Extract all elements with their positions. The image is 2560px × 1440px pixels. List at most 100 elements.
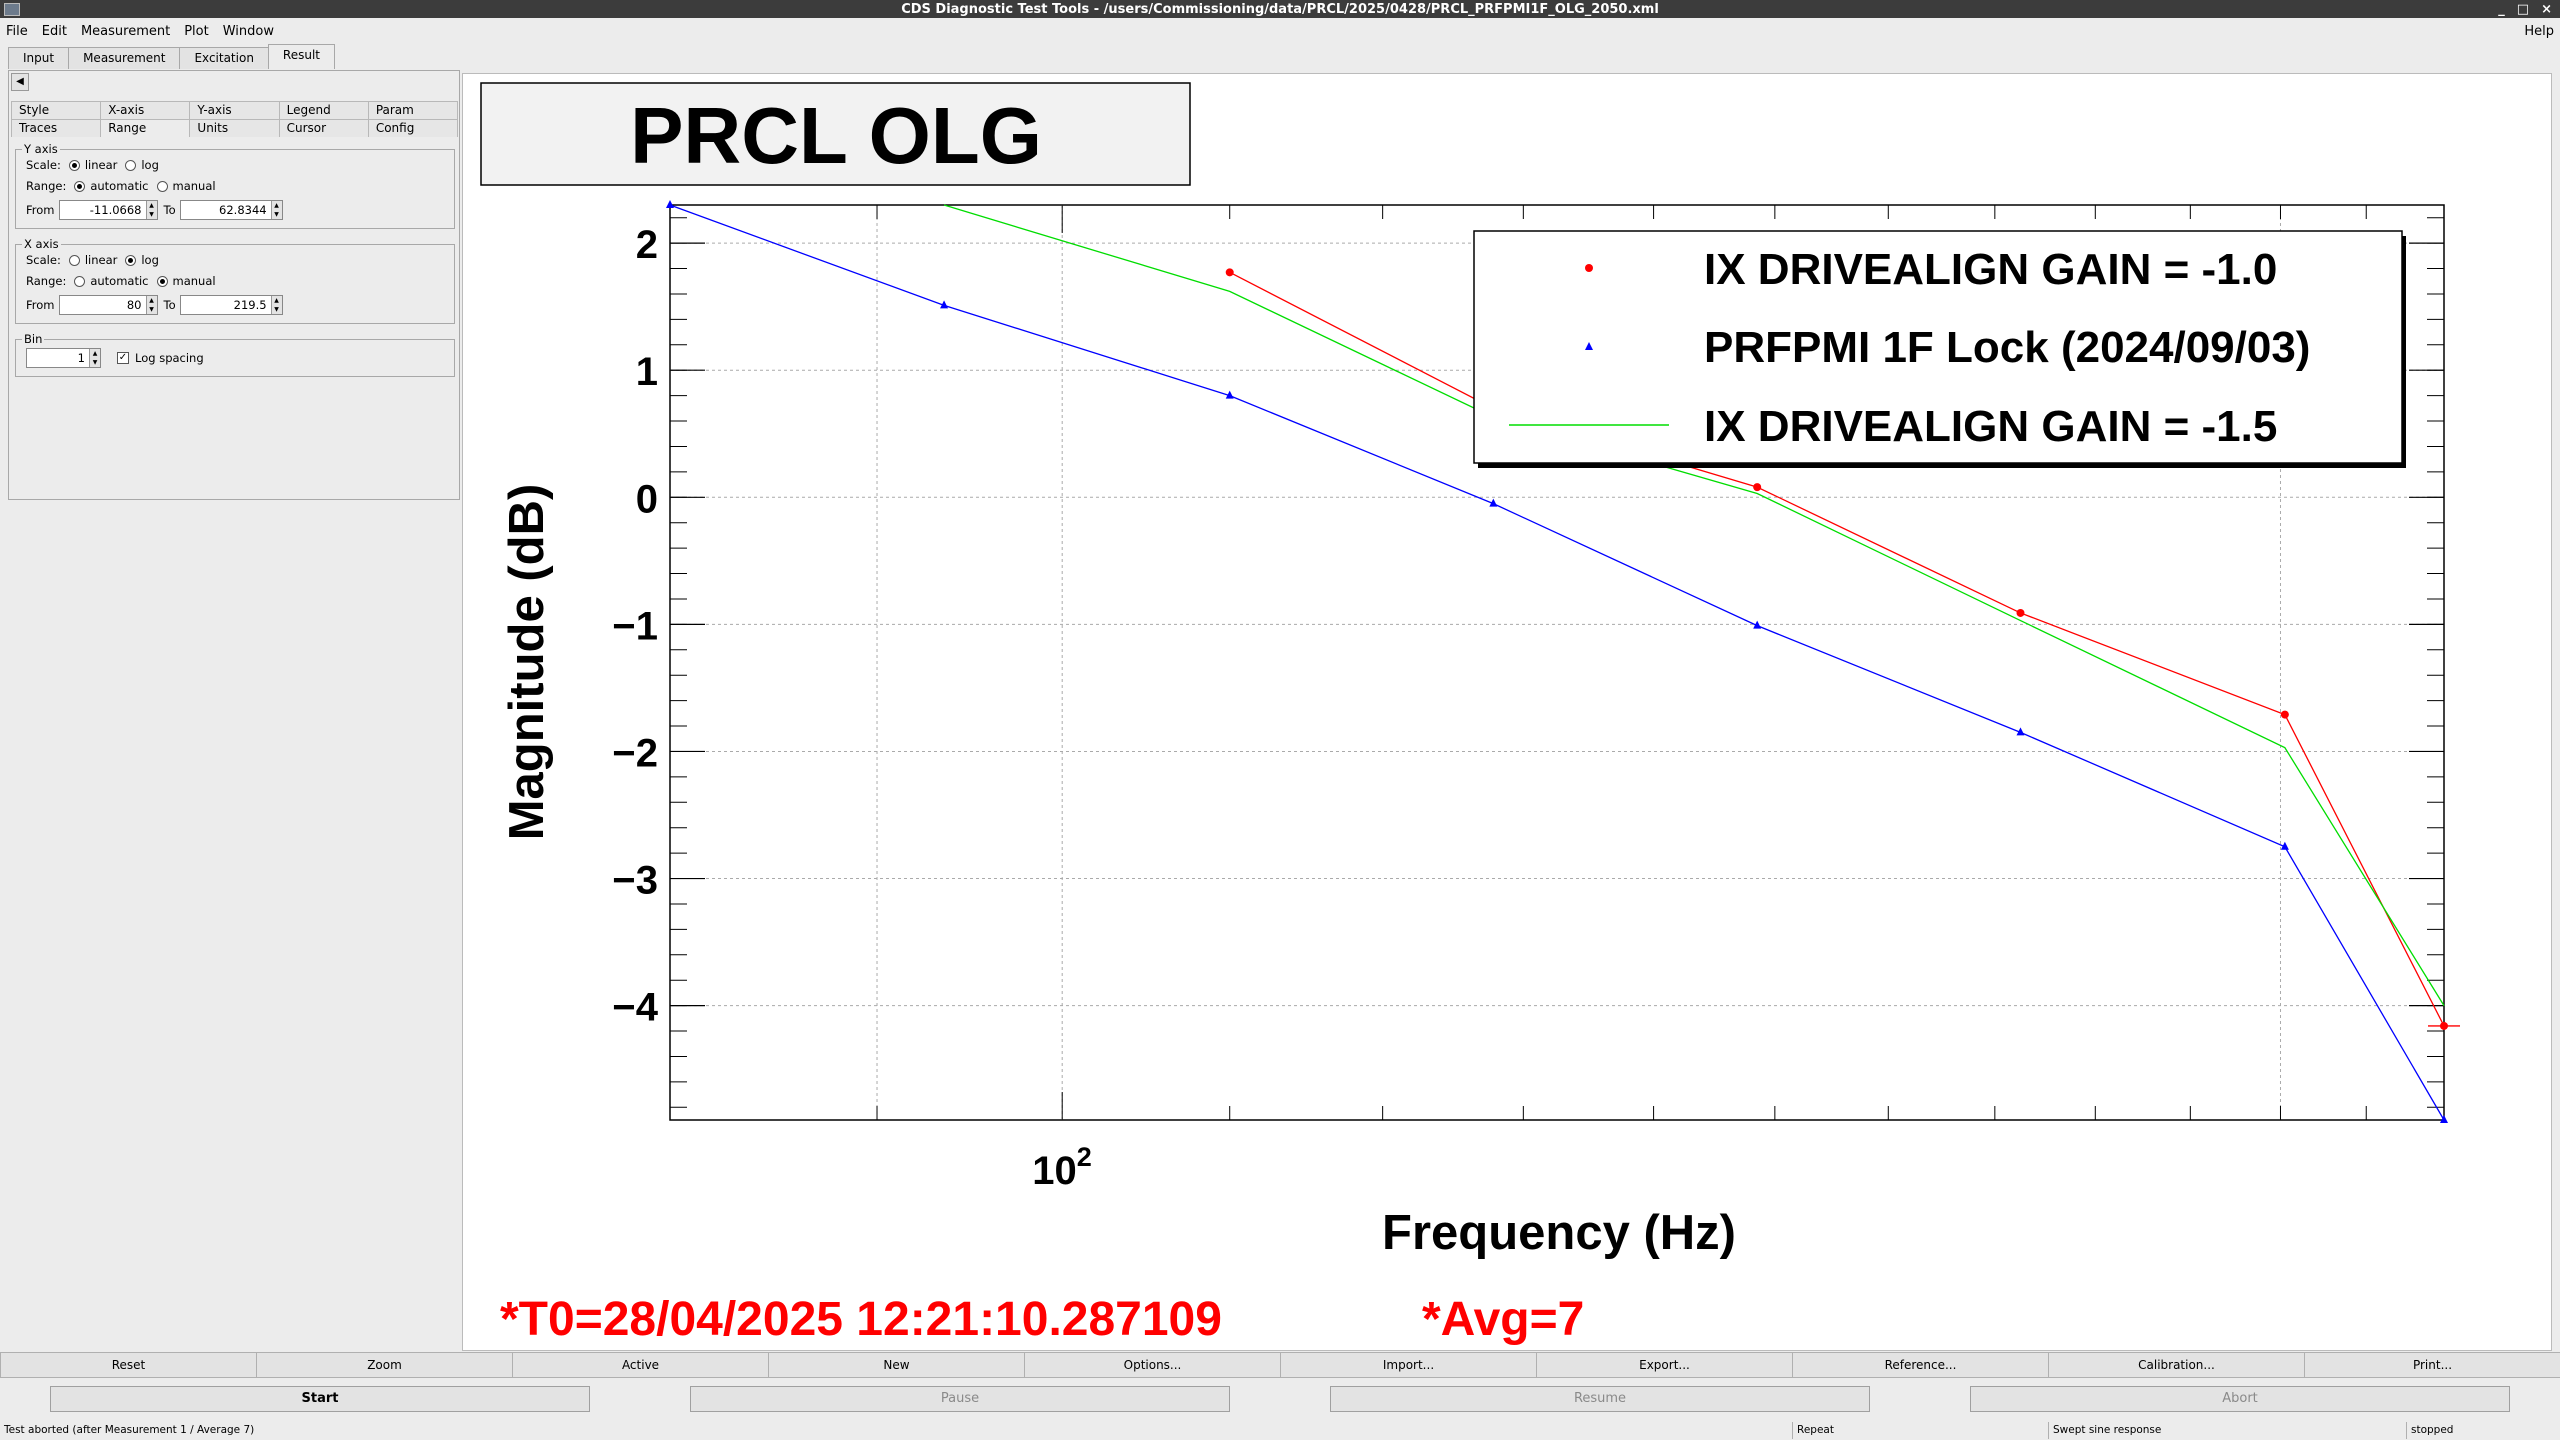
tab-result[interactable]: Result <box>267 44 335 69</box>
series-line-green <box>943 204 2445 1006</box>
subtab-cursor[interactable]: Cursor <box>278 119 369 137</box>
legend-label-red: IX DRIVEALIGN GAIN = -1.0 <box>1704 245 2277 294</box>
tab-input[interactable]: Input <box>8 47 70 69</box>
pause-button[interactable]: Pause <box>690 1386 1230 1412</box>
subtab-style[interactable]: Style <box>11 101 102 119</box>
data-point-blue <box>1753 620 1762 629</box>
status-bar: Test aborted (after Measurement 1 / Aver… <box>0 1422 2560 1440</box>
x-to-spinbox[interactable]: 219.5 ▲ ▼ <box>179 295 283 315</box>
app-icon <box>4 3 20 16</box>
x-scale-label: Scale: <box>26 253 61 267</box>
print-button[interactable]: Print... <box>2304 1352 2560 1378</box>
series-line-red <box>1229 271 2445 1027</box>
subtab-config[interactable]: Config <box>367 119 459 137</box>
settings-subtabs: Style X-axis Y-axis Legend Param Traces … <box>11 101 459 137</box>
subtab-param[interactable]: Param <box>367 101 459 119</box>
plot-title-box <box>480 82 1191 186</box>
x-tick-exp: 2 <box>1077 1142 1092 1172</box>
minimize-button[interactable]: _ <box>2498 1 2505 17</box>
menu-measurement[interactable]: Measurement <box>80 23 171 39</box>
menu-file[interactable]: File <box>6 23 28 39</box>
y-scale-log-label: log <box>141 158 159 172</box>
subtab-traces[interactable]: Traces <box>11 119 102 137</box>
active-button[interactable]: Active <box>512 1352 769 1378</box>
data-point-red <box>2016 608 2025 617</box>
zoom-button[interactable]: Zoom <box>256 1352 513 1378</box>
y-to-spinbox[interactable]: 62.8344 ▲ ▼ <box>179 200 283 220</box>
maximize-button[interactable]: □ <box>2516 1 2530 17</box>
y-to-value[interactable]: 62.8344 <box>219 203 267 217</box>
reference-button[interactable]: Reference... <box>1792 1352 2049 1378</box>
x-from-stepper-icon[interactable]: ▲ ▼ <box>145 296 157 314</box>
menu-plot[interactable]: Plot <box>184 23 209 39</box>
menu-help[interactable]: Help <box>2524 23 2554 39</box>
menu-edit[interactable]: Edit <box>41 23 67 39</box>
tab-excitation[interactable]: Excitation <box>179 47 269 69</box>
y-scale-linear-radio[interactable] <box>68 159 80 171</box>
y-from-label: From <box>26 203 55 217</box>
y-range-manual-radio[interactable] <box>156 180 168 192</box>
legend-layer: IX DRIVEALIGN GAIN = -1.0 PRFPMI 1F Lock… <box>1509 245 2310 451</box>
plot-control-bar: Reset Zoom Active New Options... Import.… <box>0 1352 2560 1378</box>
x-to-value[interactable]: 219.5 <box>233 298 267 312</box>
import-button[interactable]: Import... <box>1280 1352 1537 1378</box>
log-spacing-label: Log spacing <box>135 351 204 365</box>
x-scale-linear-radio[interactable] <box>68 254 80 266</box>
bin-stepper-icon[interactable]: ▲ ▼ <box>89 349 100 367</box>
data-point-blue <box>2440 1115 2448 1123</box>
plot-canvas[interactable]: PRCL OLG 2 1 0 −1 −2 −3 −4 Frequency (Hz) Magn… <box>462 73 2552 1351</box>
options-button[interactable]: Options... <box>1024 1352 1281 1378</box>
y-range-automatic-radio[interactable] <box>74 180 86 192</box>
window-title: CDS Diagnostic Test Tools - /users/Commi… <box>901 1 1659 17</box>
subtab-legend[interactable]: Legend <box>278 101 369 119</box>
bin-value[interactable]: 1 <box>77 351 85 365</box>
subtab-y-axis[interactable]: Y-axis <box>189 101 280 119</box>
data-point-blue <box>1225 390 1234 399</box>
close-button[interactable]: × <box>2541 1 2552 17</box>
subtab-units[interactable]: Units <box>189 119 280 137</box>
y-from-value[interactable]: -11.0668 <box>89 203 142 217</box>
y-axis-label: Magnitude (dB) <box>500 484 554 841</box>
y-axis-group: Y axis Scale: linear log Range: automati… <box>15 142 455 229</box>
y-scale-label: Scale: <box>26 158 61 172</box>
x-tick-label-100: 102 <box>1032 1142 1092 1193</box>
data-point-blue <box>2280 841 2289 850</box>
y-to-stepper-icon[interactable]: ▲ ▼ <box>270 201 282 219</box>
collapse-arrow-icon[interactable]: ◀ <box>11 73 29 91</box>
new-button[interactable]: New <box>768 1352 1025 1378</box>
data-point-red <box>1753 483 1762 492</box>
y-from-stepper-icon[interactable]: ▲ ▼ <box>145 201 157 219</box>
y-tick-label: 2 <box>636 223 658 267</box>
plot-title: PRCL OLG <box>630 91 1042 180</box>
y-tick-label: −2 <box>612 731 658 775</box>
y-scale-linear-label: linear <box>84 158 118 172</box>
legend-label-blue: PRFPMI 1F Lock (2024/09/03) <box>1704 323 2310 372</box>
resume-button[interactable]: Resume <box>1330 1386 1870 1412</box>
export-button[interactable]: Export... <box>1536 1352 1793 1378</box>
subtab-x-axis[interactable]: X-axis <box>100 101 191 119</box>
x-scale-log-radio[interactable] <box>125 254 137 266</box>
tab-measurement[interactable]: Measurement <box>68 47 181 69</box>
abort-button[interactable]: Abort <box>1970 1386 2510 1412</box>
x-from-value[interactable]: 80 <box>126 298 142 312</box>
legend-label-green: IX DRIVEALIGN GAIN = -1.5 <box>1704 402 2277 451</box>
x-range-automatic-radio[interactable] <box>74 275 86 287</box>
x-from-spinbox[interactable]: 80 ▲ ▼ <box>58 295 158 315</box>
x-range-manual-radio[interactable] <box>156 275 168 287</box>
plot-svg: PRCL OLG 210−1−2−3−4 Frequency (Hz) Magn… <box>480 82 2460 1346</box>
y-scale-log-radio[interactable] <box>125 159 137 171</box>
x-to-stepper-icon[interactable]: ▲ ▼ <box>270 296 282 314</box>
log-spacing-checkbox[interactable]: ✓ <box>117 352 129 364</box>
y-from-spinbox[interactable]: -11.0668 ▲ ▼ <box>58 200 158 220</box>
data-point-blue <box>1489 498 1498 507</box>
calibration-button[interactable]: Calibration... <box>2048 1352 2305 1378</box>
start-button[interactable]: Start <box>50 1386 590 1412</box>
subtab-range[interactable]: Range <box>100 119 191 137</box>
reset-button[interactable]: Reset <box>0 1352 257 1378</box>
bin-spinbox[interactable]: 1 ▲ ▼ <box>26 348 101 368</box>
y-tick-label: 1 <box>636 350 658 394</box>
y-tick-label: 0 <box>636 477 658 521</box>
run-control-bar: Start Pause Resume Abort <box>0 1386 2560 1414</box>
y-tick-label: −4 <box>612 986 658 1030</box>
menu-window[interactable]: Window <box>222 23 274 39</box>
